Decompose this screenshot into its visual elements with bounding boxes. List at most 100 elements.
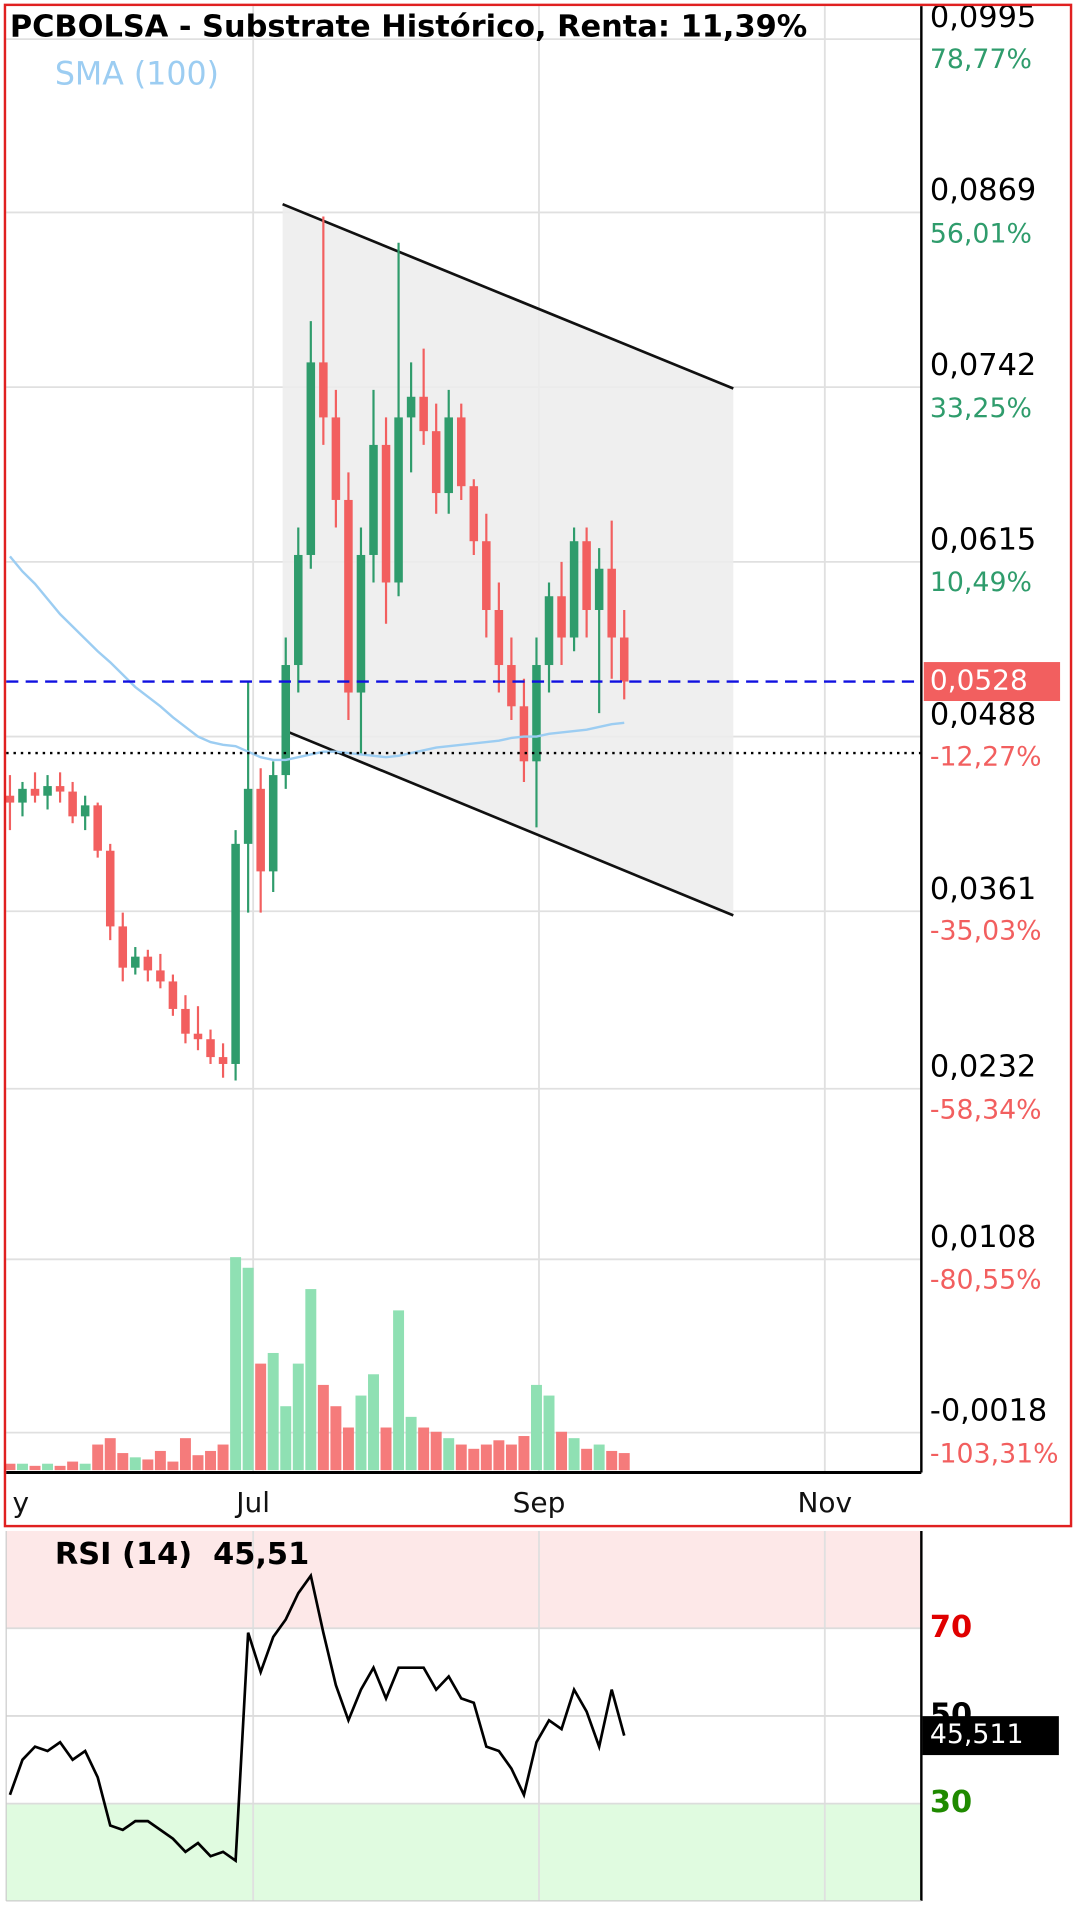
y-tick-label: 0,0869 [930,173,1036,208]
volume-bar [92,1444,104,1471]
panel-value: 45,51 [213,1537,309,1572]
volume-bar [104,1438,116,1471]
volume-bar [468,1448,480,1471]
volume-bar [543,1395,555,1471]
volume-bar [29,1465,41,1471]
volume-bar [267,1352,279,1471]
candle-body [143,956,153,971]
candle-body [569,541,579,638]
candle-body [619,637,629,682]
channel-area [282,204,734,916]
volume-bar [418,1427,430,1471]
volume-bar [230,1257,242,1471]
volume-bar [192,1455,204,1471]
candle-body [118,926,128,968]
y-tick-label: -0,0018 [930,1393,1047,1428]
candle-body [544,596,554,666]
volume-bar [355,1395,367,1471]
volume-bar [129,1457,141,1471]
legend-label: SMA (100) [55,56,219,92]
y2-tick-label: 78,77% [930,44,1032,75]
volume-bar [568,1438,580,1471]
candle-body [105,850,115,927]
candle-body [494,610,504,666]
candle-body [43,786,52,796]
volume-bar [255,1363,267,1471]
candle-body [419,396,428,432]
volume-bar [480,1444,492,1471]
candle-body [18,788,27,803]
volume-bar [556,1431,568,1471]
candle-body [369,444,378,555]
volume-bar [393,1310,405,1471]
volume-bar [205,1450,217,1471]
y-tick-label: 0,0232 [930,1050,1036,1085]
chart-title: PCBOLSA - Substrate Histórico, Renta: 11… [10,9,807,44]
current-value-label: 45,511 [930,1719,1024,1750]
candle-body [306,362,316,555]
volume-bar [330,1406,342,1471]
candle-body [93,805,102,851]
y-tick-label: 0,0742 [930,348,1036,383]
volume-bar [117,1453,129,1471]
y2-tick-label: 33,25% [930,393,1032,424]
volume-bar [4,1463,16,1471]
y2-tick-label: 10,49% [930,567,1032,598]
volume-bar [167,1461,179,1471]
candle-body [68,791,77,817]
volume-bar [505,1444,517,1471]
candle-body [55,786,65,792]
last-price-box [923,662,1061,702]
sma-line [9,555,625,762]
candle-body [557,596,566,638]
x-tick-label: Sep [513,1486,566,1519]
volume-bar [217,1444,229,1471]
candle-body [319,362,328,418]
volume-bar [342,1427,354,1471]
y-tick-label: 30 [930,1785,972,1820]
candle-body [381,444,391,583]
volume-bar [317,1384,329,1471]
candle-body [218,1057,228,1064]
volume-bar [618,1453,630,1471]
rsi-line [8,1572,626,1864]
channel-line [282,202,734,390]
volume-bar [17,1463,28,1471]
volume-bar [593,1444,605,1471]
candle-body [456,417,466,487]
x-tick-label: Nov [798,1486,853,1519]
candle-body [406,396,416,418]
candle-body [256,788,265,872]
candle-body [356,554,366,693]
overbought-zone [6,1530,922,1629]
y-tick-label: 0,0361 [930,872,1036,907]
volume-bar [581,1448,593,1471]
candle-body [231,843,240,1064]
x-tick-label: y [12,1486,29,1519]
volume-bar [67,1461,79,1471]
candle-body [268,775,278,872]
candle-body [206,1039,215,1058]
title-background [6,6,922,50]
y2-tick-label: 56,01% [930,219,1032,250]
panel-border [3,3,1073,1528]
candle-body [444,417,453,494]
candle-body [294,554,303,666]
candle-body [469,486,479,542]
volume-bar [493,1440,505,1471]
candle-body [193,1033,203,1040]
last-price-label: 0,0528 [930,664,1028,697]
y-tick-label: 70 [930,1610,972,1645]
volume-bar [292,1363,304,1471]
volume-bar [405,1416,417,1471]
volume-bar [443,1438,455,1471]
candle-body [431,431,441,494]
volume-bar [530,1384,542,1471]
candle-body [482,541,491,611]
y-tick-label: 0,0108 [930,1220,1036,1255]
candle-body [168,981,178,1009]
volume-bar [79,1463,91,1471]
volume-bar [368,1374,379,1471]
volume-bar [142,1459,154,1471]
